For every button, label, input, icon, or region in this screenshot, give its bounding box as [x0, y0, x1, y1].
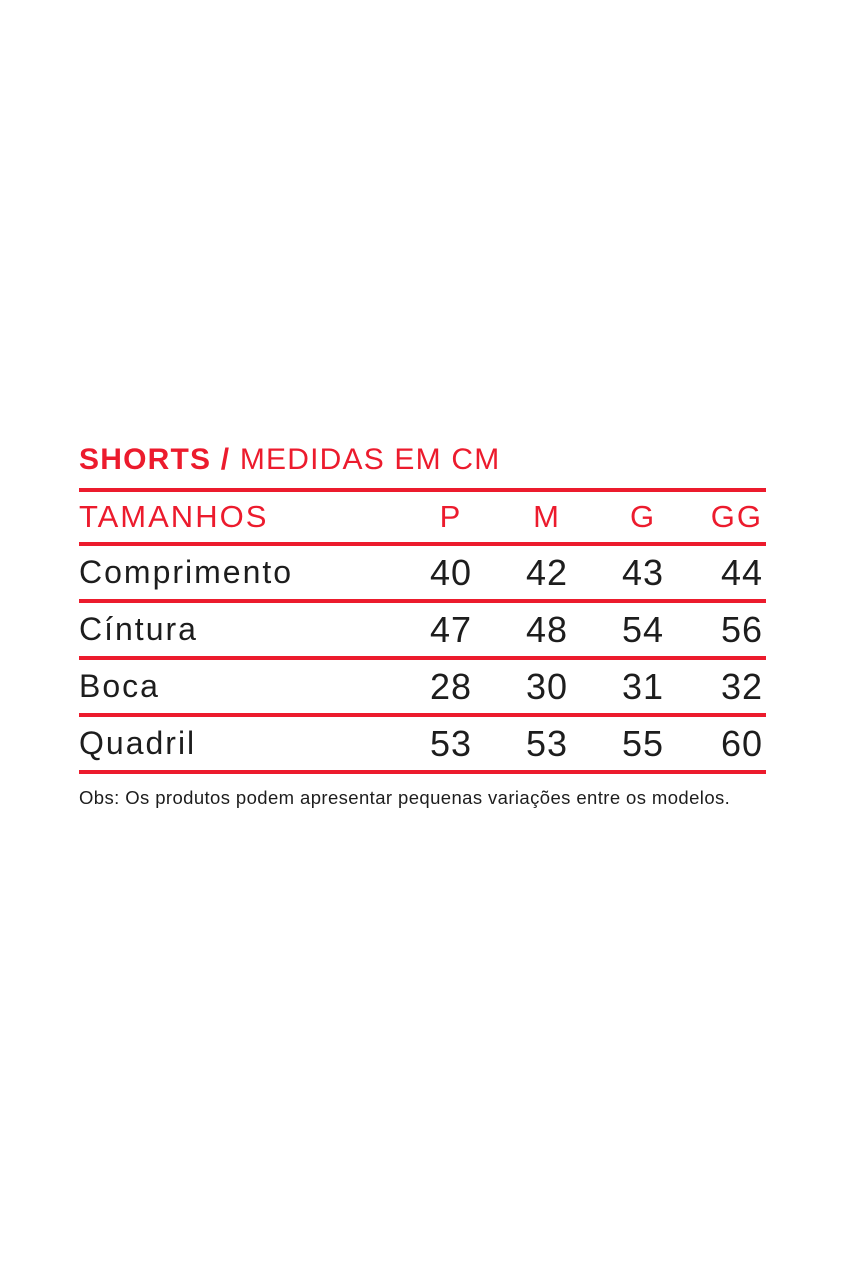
column-header-gg: GG: [691, 490, 766, 546]
measure-value-m: 42: [499, 544, 595, 603]
measure-value-m: 48: [499, 601, 595, 660]
measure-label: Comprimento: [79, 544, 403, 603]
table-row-comprimento: Comprimento 40 42 43 44: [79, 544, 766, 603]
footnote-text: Obs: Os produtos podem apresentar pequen…: [79, 787, 731, 808]
page-title: SHORTS / MEDIDAS EM CM: [79, 443, 766, 476]
measure-label: Cíntura: [79, 601, 403, 660]
measure-value-g: 43: [595, 544, 691, 603]
measure-value-p: 28: [403, 658, 499, 717]
measure-value-p: 53: [403, 715, 499, 774]
measure-value-p: 47: [403, 601, 499, 660]
table-header-row: TAMANHOS P M G GG: [79, 490, 766, 546]
measure-value-gg: 32: [691, 658, 766, 717]
table-row-boca: Boca 28 30 31 32: [79, 658, 766, 717]
measure-value-gg: 44: [691, 544, 766, 603]
measure-value-m: 30: [499, 658, 595, 717]
column-header-p: P: [403, 490, 499, 546]
measure-value-gg: 56: [691, 601, 766, 660]
table-row-cintura: Cíntura 47 48 54 56: [79, 601, 766, 660]
measure-label: Boca: [79, 658, 403, 717]
column-header-sizes: TAMANHOS: [79, 490, 403, 546]
measure-value-p: 40: [403, 544, 499, 603]
size-chart-content: SHORTS / MEDIDAS EM CM TAMANHOS P M G GG…: [79, 443, 766, 809]
product-name: SHORTS /: [79, 443, 231, 476]
measurements-table: TAMANHOS P M G GG Comprimento 40 42 43 4…: [79, 488, 766, 774]
measure-value-gg: 60: [691, 715, 766, 774]
measure-label: Quadril: [79, 715, 403, 774]
measure-value-g: 55: [595, 715, 691, 774]
column-header-g: G: [595, 490, 691, 546]
measure-value-g: 31: [595, 658, 691, 717]
column-header-m: M: [499, 490, 595, 546]
measure-value-m: 53: [499, 715, 595, 774]
table-row-quadril: Quadril 53 53 55 60: [79, 715, 766, 774]
title-subtitle: MEDIDAS EM CM: [230, 443, 501, 476]
measure-value-g: 54: [595, 601, 691, 660]
